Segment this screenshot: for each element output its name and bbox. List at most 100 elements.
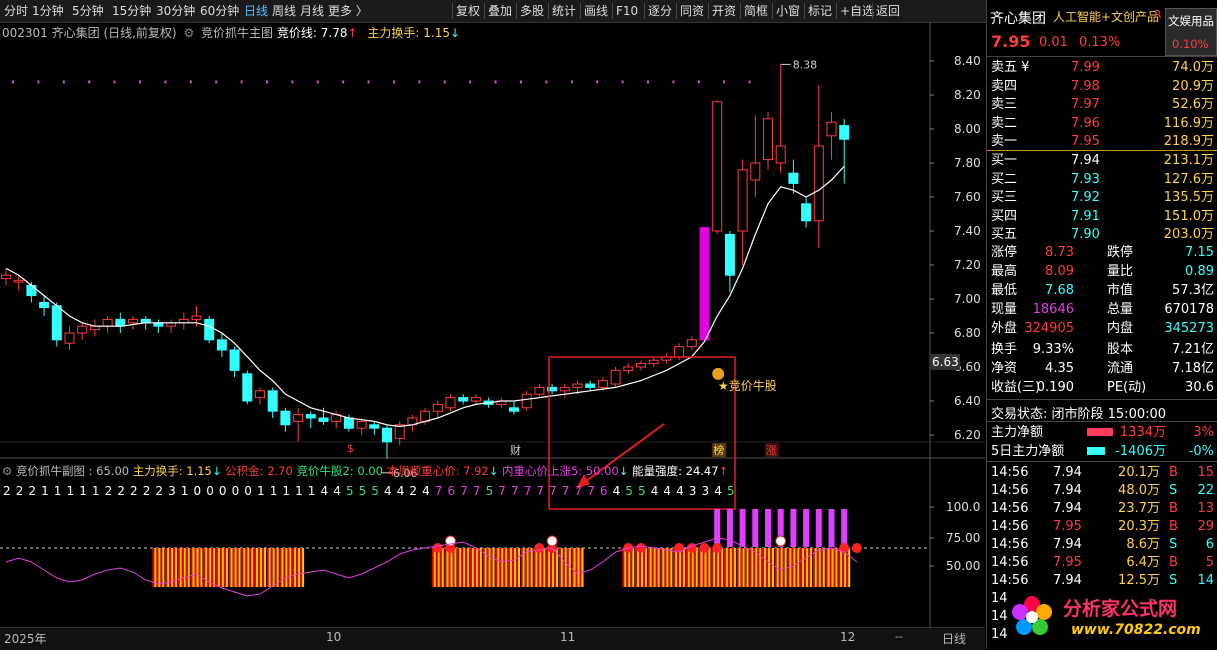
scroll-minus-button[interactable]: -- <box>895 630 903 643</box>
period-tab-6[interactable]: 日线 <box>244 4 269 18</box>
period-tab-4[interactable]: 30分钟 <box>156 4 196 18</box>
candle-body[interactable] <box>128 318 138 324</box>
candle-body[interactable] <box>788 172 799 184</box>
period-tab-7[interactable]: 周线 <box>272 4 297 18</box>
sub-indicator-name[interactable]: 竞价抓牛副图 : 65.00 <box>15 464 130 478</box>
candle-body[interactable] <box>64 332 75 344</box>
candle-body[interactable] <box>826 121 837 137</box>
candle-body[interactable] <box>1 274 11 280</box>
candle-body[interactable] <box>458 397 469 402</box>
candle-body[interactable] <box>547 386 558 392</box>
candle-body[interactable] <box>420 410 431 422</box>
candle-body[interactable] <box>229 349 240 371</box>
digit-value: 2 <box>143 484 151 498</box>
toolbar-button-7[interactable]: 同资 <box>680 4 705 18</box>
candle-body[interactable] <box>13 279 24 283</box>
digit-value: 1 <box>295 484 303 498</box>
toolbar-button-3[interactable]: 统计 <box>552 4 577 18</box>
candle-body[interactable] <box>394 424 405 439</box>
candle-body[interactable] <box>26 284 37 297</box>
toolbar-button-4[interactable]: 画线 <box>584 4 609 18</box>
kline-chart-area[interactable]: 8.40 8.20 8.00 7.80 7.60 7.40 7.20 7.00 6.80 6.60… <box>0 22 985 627</box>
candle-body[interactable] <box>102 318 113 327</box>
candle-body[interactable] <box>51 305 62 341</box>
toolbar-button-10[interactable]: 小窗 <box>776 4 801 18</box>
candle-body[interactable] <box>636 363 646 368</box>
settings-icon[interactable]: ⚙ <box>2 464 13 478</box>
stat-value: 0.89 <box>1185 264 1214 279</box>
candle-body[interactable] <box>382 427 392 443</box>
candle-body[interactable] <box>216 339 227 351</box>
candle-body[interactable] <box>470 397 481 402</box>
toolbar-button-2[interactable]: 多股 <box>520 4 545 18</box>
digit-value: 2 <box>117 484 125 498</box>
candle-body[interactable] <box>686 339 697 348</box>
candle-body[interactable] <box>534 386 545 395</box>
top-marker <box>139 80 141 84</box>
candle-body[interactable] <box>775 145 786 164</box>
toolbar-button-11[interactable]: 标记 <box>808 4 833 18</box>
candle-body[interactable] <box>445 397 456 409</box>
candle-body[interactable] <box>597 380 608 388</box>
period-tab-5[interactable]: 60分钟 <box>200 4 240 18</box>
settings-icon[interactable]: ⚙ <box>183 26 195 40</box>
stripe-bar <box>154 548 157 587</box>
candle-body[interactable] <box>813 145 824 222</box>
period-tab-8[interactable]: 月线 <box>300 4 325 18</box>
candle-body[interactable] <box>559 386 570 392</box>
candle-body[interactable] <box>763 118 773 161</box>
candle-body[interactable] <box>801 203 812 222</box>
candle-body[interactable] <box>572 383 583 388</box>
candle-body[interactable] <box>280 410 291 426</box>
buy-row: 买五 7.90 203.0万 <box>987 225 1217 244</box>
candle-body[interactable] <box>712 101 723 232</box>
toolbar-button-9[interactable]: 简框 <box>744 4 769 18</box>
candle-body[interactable] <box>432 403 443 412</box>
candle-body[interactable] <box>242 373 253 402</box>
candle-body[interactable] <box>724 233 735 276</box>
candle-body[interactable] <box>750 162 761 181</box>
toolbar-button-1[interactable]: 叠加 <box>488 4 513 18</box>
period-tab-2[interactable]: 5分钟 <box>72 4 104 18</box>
candle-body[interactable] <box>356 420 367 429</box>
toolbar-button-6[interactable]: 逐分 <box>648 4 673 18</box>
candle-body[interactable] <box>318 417 329 422</box>
candle-body[interactable] <box>343 417 354 429</box>
candle-body[interactable] <box>369 424 380 429</box>
toolbar-button-8[interactable]: 开资 <box>712 4 737 18</box>
candle-body[interactable] <box>585 383 596 388</box>
candle-body[interactable] <box>623 366 634 371</box>
toolbar-button-12[interactable]: +自选 <box>840 4 875 18</box>
arrow-down-icon: ↓ <box>211 464 222 478</box>
toolbar-button-0[interactable]: 复权 <box>456 4 481 18</box>
period-tab-0[interactable]: 分时 <box>4 4 29 18</box>
candle-body[interactable] <box>77 325 88 334</box>
candle-body[interactable] <box>509 407 519 412</box>
top-marker <box>469 80 472 84</box>
candle-body[interactable] <box>674 346 685 358</box>
stat-row: 换手 9.33% 股本 7.21亿 <box>987 340 1217 359</box>
candle-body[interactable] <box>610 369 621 385</box>
period-tab-9[interactable]: 更多 〉 <box>328 4 368 18</box>
candle-body[interactable] <box>267 390 278 412</box>
candle-body[interactable] <box>648 359 659 365</box>
period-tab-1[interactable]: 1分钟 <box>32 4 64 18</box>
candle-body[interactable] <box>293 414 304 422</box>
toolbar-button-5[interactable]: F10 <box>616 4 639 18</box>
candle-body[interactable] <box>699 227 710 341</box>
candle-body[interactable] <box>39 301 50 308</box>
candle-body[interactable] <box>191 315 202 320</box>
candle-body[interactable] <box>521 393 532 409</box>
candle-body[interactable] <box>737 169 748 232</box>
industry-box[interactable]: 文娱用品 0.10% <box>1165 8 1217 56</box>
candle-body[interactable] <box>255 390 265 399</box>
candle-body[interactable] <box>305 414 316 419</box>
candle-body[interactable] <box>839 125 850 140</box>
period-tab-3[interactable]: 15分钟 <box>112 4 152 18</box>
indicator-name[interactable]: 竞价抓牛主图 <box>201 26 274 40</box>
candle-body[interactable] <box>204 318 215 341</box>
ma-line <box>5 165 845 428</box>
tick-list[interactable]: 14:56 7.94 20.1万 B 15 14:56 7.94 48.0万 S 22 14:56 7… <box>987 463 1217 649</box>
toolbar-button-13[interactable]: 返回 <box>876 4 901 18</box>
kline-chart-svg[interactable]: 8.40 8.20 8.00 7.80 7.60 7.40 7.20 7.00 6.80 6.60… <box>0 22 985 627</box>
